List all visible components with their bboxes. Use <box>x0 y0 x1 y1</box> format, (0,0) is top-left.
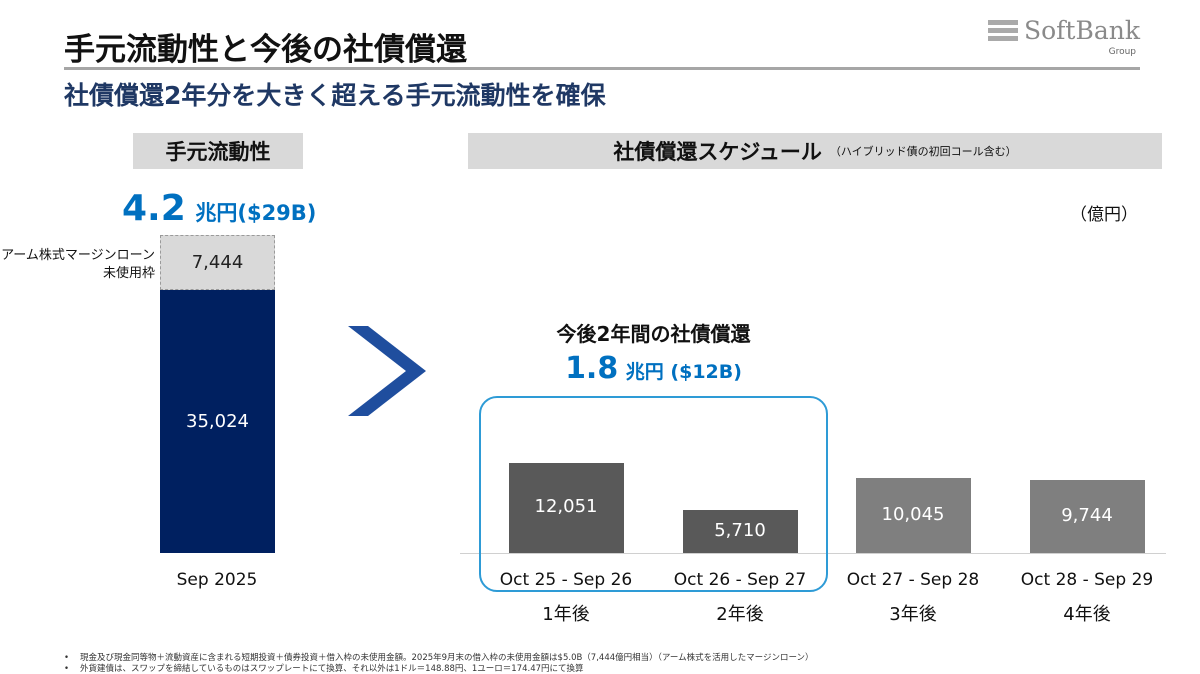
schedule-heading: 社債償還スケジュール （ハイブリッド債の初回コール含む） <box>468 133 1162 169</box>
schedule-year-label: 2年後 <box>716 604 764 625</box>
schedule-year-label: 3年後 <box>889 604 937 625</box>
schedule-bar-value: 5,710 <box>714 519 766 541</box>
cash-value: 35,024 <box>186 411 249 432</box>
two-year-highlight-box <box>479 396 828 592</box>
footnote-1: • 現金及び現金同等物＋流動資産に含まれる短期投資＋債券投資＋借入枠の未使用金額。… <box>64 653 814 663</box>
cash-bar: 35,024 <box>160 290 275 553</box>
highlight-total-value: 1.8 <box>565 351 619 386</box>
schedule-category-label: Oct 25 - Sep 26 <box>499 570 633 590</box>
chart-baseline <box>460 553 1166 554</box>
liquidity-total-value: 4.2 <box>122 188 186 229</box>
page-title: 手元流動性と今後の社債償還 <box>64 32 467 68</box>
title-divider <box>64 67 1140 70</box>
liquidity-heading: 手元流動性 <box>133 133 303 169</box>
arm-label-line2: 未使用枠 <box>102 266 155 281</box>
logo-subtext: Group <box>1108 47 1136 57</box>
liquidity-xlabel: Sep 2025 <box>176 570 258 590</box>
arm-unused-bar: 7,444 <box>160 235 275 290</box>
schedule-bar <box>1029 480 1145 553</box>
schedule-year-label: 4年後 <box>1063 604 1111 625</box>
liquidity-total-unit: 兆円($29B) <box>195 201 317 225</box>
schedule-bar-value: 9,744 <box>1061 504 1113 526</box>
greater-than-icon <box>348 326 426 416</box>
liquidity-heading-label: 手元流動性 <box>165 140 271 164</box>
footnote-2-text: 外貨建債は、スワップを締結しているものはスワップレートにて換算、それ以外は1ドル… <box>80 664 584 674</box>
schedule-heading-note: （ハイブリッド債の初回コール含む） <box>829 145 1017 158</box>
softbank-logo: SoftBank Group <box>988 14 1141 58</box>
highlight-total: 1.8 兆円 ($12B) <box>479 351 828 386</box>
schedule-heading-label: 社債償還スケジュール <box>613 140 822 164</box>
schedule-category-label: Oct 28 - Sep 29 <box>1020 570 1154 590</box>
highlight-title: 今後2年間の社債償還 <box>556 322 751 346</box>
schedule-year-label: 1年後 <box>542 604 590 625</box>
schedule-unit: （億円） <box>1070 205 1138 225</box>
footnote-2: • 外貨建債は、スワップを締結しているものはスワップレートにて換算、それ以外は1ド… <box>64 664 584 674</box>
arm-margin-loan-label: アーム株式マージンローン 未使用枠 <box>1 247 155 283</box>
schedule-category-label: Oct 26 - Sep 27 <box>673 570 807 590</box>
schedule-bar <box>855 478 971 553</box>
highlight-total-unit: 兆円 ($12B) <box>625 361 742 383</box>
page-subtitle: 社債償還2年分を大きく超える手元流動性を確保 <box>64 81 606 110</box>
logo-text: SoftBank <box>1024 16 1141 45</box>
schedule-category-label: Oct 27 - Sep 28 <box>846 570 980 590</box>
footnote-1-text: 現金及び現金同等物＋流動資産に含まれる短期投資＋債券投資＋借入枠の未使用金額。2… <box>80 653 814 663</box>
liquidity-total: 4.2 兆円($29B) <box>122 188 316 229</box>
schedule-bar-value: 12,051 <box>534 496 598 517</box>
schedule-bar <box>508 463 624 553</box>
arm-label-line1: アーム株式マージンローン <box>1 248 155 263</box>
schedule-bar-value: 10,045 <box>881 503 945 525</box>
arm-unused-value: 7,444 <box>191 252 244 273</box>
schedule-bar <box>682 510 798 553</box>
